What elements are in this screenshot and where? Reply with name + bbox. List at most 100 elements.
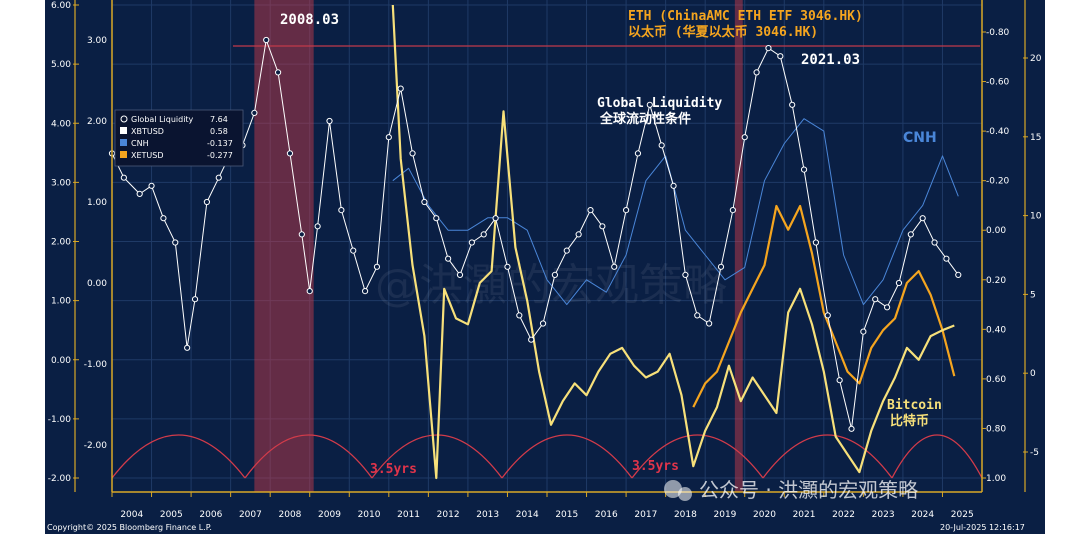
series-point-global-liquidity <box>599 223 606 230</box>
chart-svg: @洪灝的宏观策略 2004 2005 2006 2007 2008 2009 2010 201… <box>45 0 1045 534</box>
series-point-global-liquidity <box>611 263 618 270</box>
series-point-global-liquidity <box>575 231 582 238</box>
series-point-global-liquidity <box>717 263 725 270</box>
y-tick-label-outer-left: 4.00 <box>51 119 71 129</box>
y-tick-label-outer-right: 20 <box>1030 54 1042 64</box>
series-point-global-liquidity <box>191 296 199 303</box>
y-tick-label-outer-left: 2.00 <box>51 238 71 248</box>
series-point-global-liquidity <box>397 85 404 92</box>
series-point-global-liquidity <box>492 215 499 222</box>
series-line-cnh <box>392 118 959 306</box>
x-tick-label: 2020 <box>753 510 776 520</box>
y-tick-label-inner-right: 0.00 <box>986 226 1006 236</box>
series-point-global-liquidity <box>172 239 179 246</box>
series-point-global-liquidity <box>203 198 211 206</box>
series-point-global-liquidity <box>907 231 914 238</box>
wechat-icon <box>664 480 682 498</box>
legend-label-xet: XETUSD <box>131 151 164 160</box>
annotation-peak-2008: 2008.03 <box>280 12 339 28</box>
y-tick-label-inner-left: 2.00 <box>87 117 107 127</box>
series-point-global-liquidity <box>765 45 772 52</box>
y-tick-label-outer-right: 15 <box>1030 133 1041 143</box>
cycle-arc <box>891 434 983 479</box>
y-tick-label-outer-left: 1.00 <box>51 297 71 307</box>
chart-frame: @洪灝的宏观策略 2004 2005 2006 2007 2008 2009 2010 201… <box>45 0 1045 534</box>
footer-copyright: Copyright© 2025 Bloomberg Finance L.P. <box>47 523 212 532</box>
x-tick-label: 2010 <box>358 510 381 520</box>
series-point-global-liquidity <box>504 263 511 270</box>
series-point-global-liquidity <box>729 207 736 214</box>
y-tick-label-inner-right: 0.20 <box>986 276 1006 286</box>
series-point-global-liquidity <box>314 223 321 230</box>
series-point-global-liquidity <box>350 247 357 254</box>
series-point-global-liquidity <box>136 190 143 197</box>
series-point-global-liquidity <box>373 263 381 270</box>
legend-marker-gl <box>120 115 128 123</box>
series-point-global-liquidity <box>306 288 313 295</box>
x-tick-label: 2019 <box>714 510 737 520</box>
x-tick-label: 2007 <box>239 510 262 520</box>
grid <box>111 0 982 492</box>
annotation-global-liquidity-en: Global Liquidity <box>597 96 722 111</box>
series-point-global-liquidity <box>634 150 642 157</box>
x-tick-label: 2017 <box>634 510 657 520</box>
y-tick-label-inner-right: -0.20 <box>986 177 1010 187</box>
y-tick-label-outer-left: -1.00 <box>48 415 72 425</box>
y-tick-label-inner-left: 1.00 <box>87 198 107 208</box>
legend-swatch-xbt <box>120 127 127 134</box>
y-tick-label-outer-left: 5.00 <box>51 60 71 70</box>
annotation-peak-2021: 2021.03 <box>801 52 860 68</box>
y-tick-label-outer-right: 0 <box>1030 369 1036 379</box>
y-tick-label-outer-left: -2.00 <box>48 474 72 484</box>
series-point-global-liquidity <box>931 239 938 246</box>
annotation-bitcoin-cn: 比特币 <box>890 413 929 429</box>
y-tick-label-outer-right: -5 <box>1030 448 1039 458</box>
series-point-global-liquidity <box>646 101 653 108</box>
shaded-period <box>734 0 743 492</box>
legend-value-xbt: 0.58 <box>210 127 228 136</box>
shaded-period <box>254 0 314 492</box>
annotation-cycle-1: 3.5yrs <box>370 462 417 477</box>
y-tick-label-outer-left: 3.00 <box>51 178 71 188</box>
x-tick-label: 2023 <box>872 510 895 520</box>
wechat-watermark: 公众号 · 洪灝的宏观策略 <box>664 478 918 502</box>
series-point-global-liquidity <box>919 215 926 222</box>
series-point-global-liquidity <box>539 320 547 327</box>
y-tick-label-inner-right: 0.80 <box>986 424 1006 434</box>
series-point-global-liquidity <box>480 231 487 238</box>
series-lines <box>108 4 962 480</box>
x-tick-label: 2018 <box>674 510 697 520</box>
cycle-arc <box>244 434 373 479</box>
legend-swatch-xet <box>120 151 127 158</box>
y-tick-label-inner-right: -0.40 <box>986 127 1010 137</box>
x-tick-label: 2016 <box>595 510 618 520</box>
series-point-global-liquidity <box>338 207 345 214</box>
series-point-global-liquidity <box>860 328 867 335</box>
series-point-global-liquidity <box>421 198 428 206</box>
x-tick-label: 2021 <box>793 510 816 520</box>
x-tick-label: 2014 <box>516 510 539 520</box>
series-point-global-liquidity <box>800 166 808 173</box>
x-tick-label: 2025 <box>951 510 974 520</box>
series-point-global-liquidity <box>741 134 748 141</box>
y-tick-label-inner-right: -0.80 <box>986 28 1010 38</box>
series-point-global-liquidity <box>883 304 891 311</box>
x-tick-label: 2013 <box>476 510 499 520</box>
series-point-global-liquidity <box>433 215 440 222</box>
series-point-global-liquidity <box>789 101 796 108</box>
series-point-global-liquidity <box>385 134 392 141</box>
x-tick-label: 2005 <box>160 510 183 520</box>
annotation-cnh: CNH <box>903 130 937 146</box>
series-point-global-liquidity <box>670 182 677 189</box>
series-point-global-liquidity <box>251 109 258 117</box>
series-point-global-liquidity <box>120 174 127 181</box>
series-point-global-liquidity <box>361 288 369 295</box>
y-tick-label-inner-right: 0.60 <box>986 375 1006 385</box>
x-tick-label: 2022 <box>832 510 855 520</box>
legend-box <box>114 109 244 167</box>
series-point-global-liquidity <box>706 320 713 327</box>
cycle-arc <box>762 434 893 479</box>
legend: Global Liquidity 7.64 XBTUSD 0.58 CNH -0… <box>114 109 244 167</box>
footer-date: 20-Jul-2025 12:16:17 <box>940 523 1025 532</box>
series-point-global-liquidity <box>943 255 950 262</box>
